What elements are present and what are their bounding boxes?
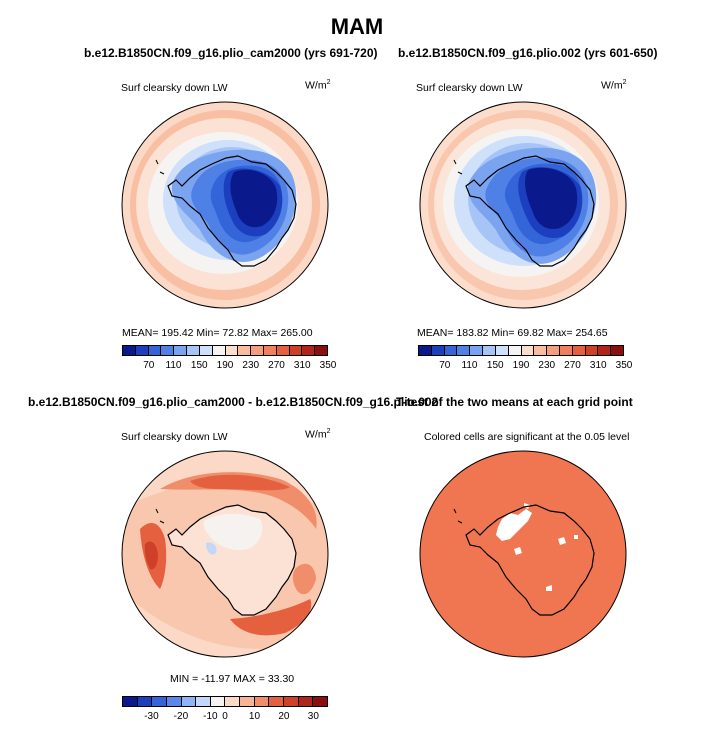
tick-label: 30 bbox=[307, 711, 319, 722]
cbar-swatch bbox=[240, 697, 255, 706]
cbar-swatch bbox=[276, 346, 290, 355]
cbar-swatch bbox=[559, 346, 573, 355]
cbar-swatch bbox=[212, 346, 226, 355]
cbar-swatch bbox=[547, 346, 560, 355]
panel-1-map bbox=[121, 101, 329, 309]
panel-2-title: b.e12.B1850CN.f09_g16.plio.002 (yrs 601-… bbox=[398, 46, 658, 60]
cbar-swatch bbox=[289, 346, 303, 355]
panel-4-map bbox=[419, 450, 627, 658]
tick-label: 190 bbox=[216, 360, 234, 371]
tick-label: 110 bbox=[461, 360, 478, 371]
cbar-swatch bbox=[572, 346, 586, 355]
cbar-swatch bbox=[302, 346, 316, 355]
cbar-swatch bbox=[521, 346, 535, 355]
colorbar-abs-2-ticks: 70 110 150 190 230 270 310 350 bbox=[418, 360, 632, 374]
tick-label: -10 bbox=[203, 711, 218, 722]
cbar-swatch bbox=[284, 697, 299, 706]
tick-label: 150 bbox=[486, 360, 504, 371]
tick-label: 110 bbox=[165, 360, 182, 371]
tick-label: 310 bbox=[293, 360, 311, 371]
panel-3-stats: MIN = -11.97 MAX = 33.30 bbox=[170, 673, 295, 685]
cbar-swatch bbox=[298, 697, 314, 706]
cbar-swatch bbox=[315, 346, 327, 355]
cbar-swatch bbox=[238, 346, 252, 355]
figure-title: MAM bbox=[330, 14, 384, 39]
cbar-swatch bbox=[174, 346, 188, 355]
tick-label: 190 bbox=[512, 360, 530, 371]
panel-2-stats: MEAN= 183.82 Min= 69.82 Max= 254.65 bbox=[417, 327, 608, 339]
cbar-swatch bbox=[152, 697, 167, 706]
colorbar-abs-1 bbox=[122, 345, 328, 356]
cbar-swatch bbox=[225, 346, 239, 355]
panel-2-units: W/m2 bbox=[601, 79, 627, 92]
cbar-swatch bbox=[483, 346, 496, 355]
cbar-swatch bbox=[251, 346, 264, 355]
cbar-swatch bbox=[187, 346, 200, 355]
panel-3-title: b.e12.B1850CN.f09_g16.plio_cam2000 - b.e… bbox=[28, 395, 439, 409]
panel-1-title: b.e12.B1850CN.f09_g16.plio_cam2000 (yrs … bbox=[84, 46, 378, 60]
panel-4-title: T-test of the two means at each grid poi… bbox=[396, 395, 633, 409]
cbar-swatch bbox=[148, 346, 162, 355]
cbar-swatch bbox=[431, 346, 445, 355]
cbar-swatch bbox=[269, 697, 285, 706]
cbar-swatch bbox=[313, 697, 327, 706]
cbar-swatch bbox=[210, 697, 226, 706]
tick-label: 150 bbox=[190, 360, 208, 371]
cbar-swatch bbox=[199, 346, 213, 355]
cbar-swatch bbox=[534, 346, 548, 355]
cbar-swatch bbox=[123, 697, 138, 706]
cbar-swatch bbox=[470, 346, 484, 355]
panel-1-variable-label: Surf clearsky down LW bbox=[121, 82, 228, 94]
cbar-swatch bbox=[123, 346, 136, 355]
cbar-swatch bbox=[166, 697, 182, 706]
cbar-swatch bbox=[137, 697, 153, 706]
colorbar-diff bbox=[122, 696, 328, 707]
panel-2-map bbox=[419, 101, 627, 309]
tick-label: 270 bbox=[564, 360, 581, 371]
tick-label: 230 bbox=[242, 360, 260, 371]
tick-label: 10 bbox=[248, 711, 261, 722]
colorbar-diff-ticks: -30 -20 -10 0 10 20 30 bbox=[122, 711, 328, 725]
panel-3-variable-label: Surf clearsky down LW bbox=[121, 431, 228, 443]
tick-label: -30 bbox=[144, 711, 159, 722]
panel-3-map bbox=[121, 450, 329, 658]
panel-2-variable-label: Surf clearsky down LW bbox=[416, 82, 523, 94]
tick-label: -20 bbox=[173, 711, 189, 722]
cbar-swatch bbox=[598, 346, 612, 355]
cbar-swatch bbox=[508, 346, 522, 355]
cbar-swatch bbox=[181, 697, 197, 706]
cbar-swatch bbox=[135, 346, 149, 355]
tick-label: 230 bbox=[538, 360, 556, 371]
panel-4-variable-label: Colored cells are significant at the 0.0… bbox=[424, 431, 630, 443]
cbar-swatch bbox=[585, 346, 599, 355]
tick-label: 70 bbox=[439, 360, 451, 371]
tick-label: 0 bbox=[222, 711, 228, 722]
tick-label: 310 bbox=[589, 360, 607, 371]
panel-3-units: W/m2 bbox=[305, 428, 331, 441]
cbar-swatch bbox=[225, 697, 241, 706]
cbar-swatch bbox=[263, 346, 277, 355]
tick-label: 350 bbox=[615, 360, 633, 371]
cbar-swatch bbox=[254, 697, 270, 706]
colorbar-abs-2 bbox=[418, 345, 624, 356]
tick-label: 20 bbox=[278, 711, 290, 722]
panel-1-units: W/m2 bbox=[305, 79, 331, 92]
panel-1-stats: MEAN= 195.42 Min= 72.82 Max= 265.00 bbox=[122, 327, 313, 339]
colorbar-abs-1-ticks: 70 110 150 190 230 270 310 350 bbox=[122, 360, 336, 374]
cbar-swatch bbox=[419, 346, 432, 355]
tick-label: 70 bbox=[143, 360, 155, 371]
tick-label: 270 bbox=[268, 360, 285, 371]
cbar-swatch bbox=[444, 346, 458, 355]
cbar-swatch bbox=[161, 346, 175, 355]
cbar-swatch bbox=[457, 346, 471, 355]
cbar-swatch bbox=[611, 346, 623, 355]
cbar-swatch bbox=[495, 346, 509, 355]
cbar-swatch bbox=[196, 697, 211, 706]
tick-label: 350 bbox=[319, 360, 337, 371]
